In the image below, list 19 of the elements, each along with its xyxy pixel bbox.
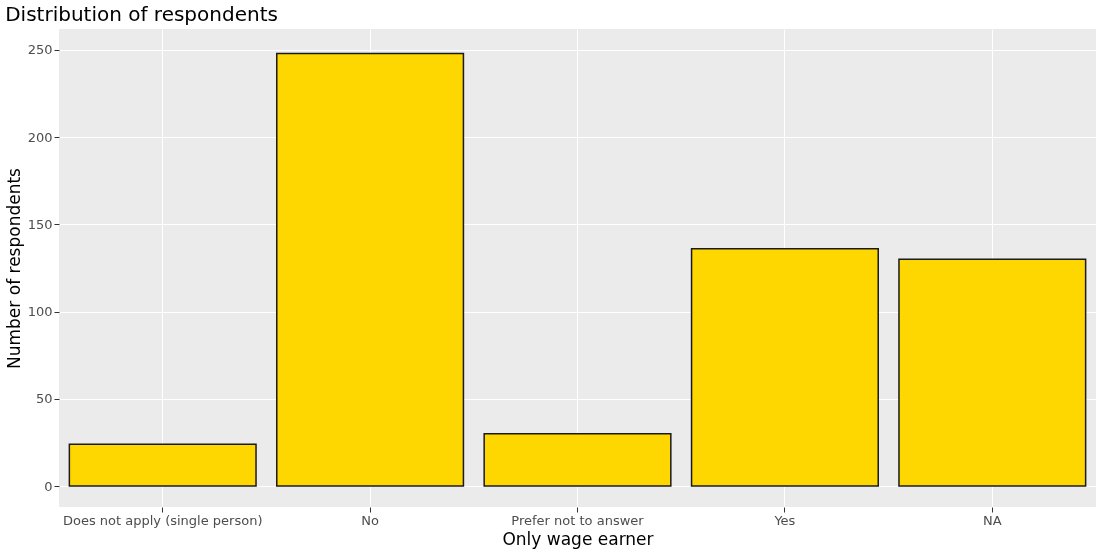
bar <box>276 52 465 487</box>
y-tick-label: 100 <box>27 304 53 320</box>
y-tick-label: 0 <box>44 478 53 494</box>
x-tick-label: Does not apply (single person) <box>62 512 263 528</box>
x-axis-title: Only wage earner <box>502 528 654 549</box>
chart-title: Distribution of respondents <box>5 2 278 26</box>
y-tick-label: 150 <box>27 216 53 232</box>
y-tick-label: 250 <box>27 42 53 58</box>
bar <box>68 443 257 487</box>
bar <box>898 258 1087 487</box>
bar <box>483 432 672 487</box>
y-tick-label: 200 <box>27 129 53 145</box>
x-tick-label: NA <box>982 512 1002 528</box>
x-tick-label: No <box>361 512 379 528</box>
x-tick-label: Prefer not to answer <box>511 512 645 528</box>
y-tick-label: 50 <box>35 391 53 407</box>
bar <box>690 248 879 487</box>
y-axis-title: Number of respondents <box>3 167 24 369</box>
x-tick-label: Yes <box>773 512 796 528</box>
